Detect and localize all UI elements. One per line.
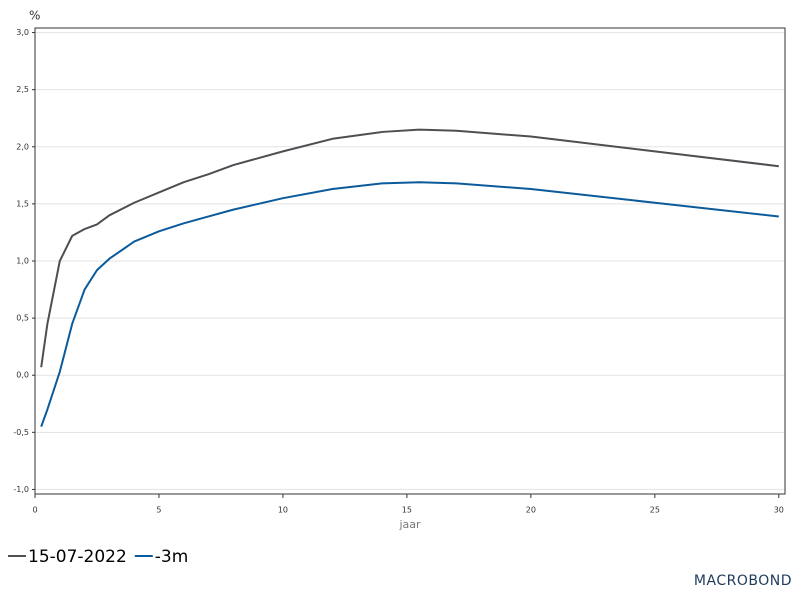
plot-frame [34,27,786,495]
series-line [40,181,779,427]
x-axis-label: jaar [398,518,421,531]
y-tick-label: 0,0 [16,371,29,380]
legend: 15-07-2022 -3m [8,547,188,567]
y-tick-label: -1,0 [13,485,29,494]
legend-label: -3m [155,547,189,567]
x-tick-label: 30 [774,506,784,515]
y-tick-label: 3,0 [16,28,29,37]
series-line [40,128,779,368]
x-tick-label: 10 [278,506,288,515]
logo: MACROBOND [694,573,792,589]
x-tick-label: 5 [156,506,161,515]
y-tick-label: 1,0 [16,257,29,266]
y-unit: % [29,9,40,23]
y-tick-label: 0,5 [16,314,29,323]
x-tick-label: 15 [402,506,412,515]
x-tick-label: 20 [526,506,536,515]
x-tick-label: 25 [650,506,660,515]
y-tick-label: 1,5 [16,199,29,208]
x-tick-label: 0 [32,506,37,515]
y-tick-label: -0,5 [13,428,29,437]
legend-label: 15-07-2022 [28,547,127,567]
y-tick-label: 2,0 [16,142,29,151]
y-tick-label: 2,5 [16,85,29,94]
